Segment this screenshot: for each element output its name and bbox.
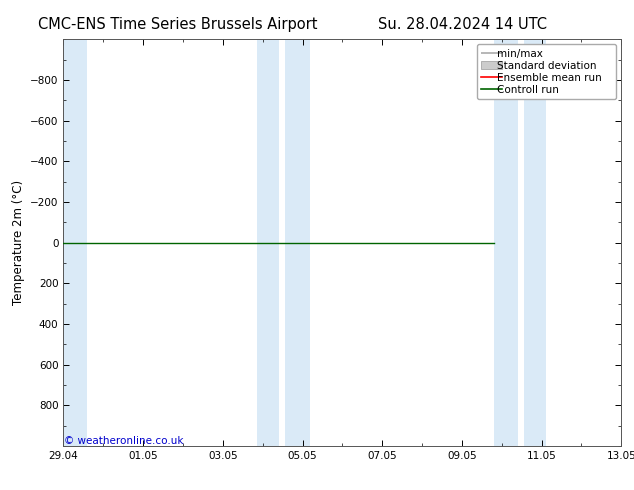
Bar (524, 39, 546, 446)
Bar (63, 39, 87, 446)
Bar (285, 39, 311, 446)
Bar (257, 39, 278, 446)
Y-axis label: Temperature 2m (°C): Temperature 2m (°C) (11, 180, 25, 305)
Text: © weatheronline.co.uk: © weatheronline.co.uk (63, 436, 183, 446)
Legend: min/max, Standard deviation, Ensemble mean run, Controll run: min/max, Standard deviation, Ensemble me… (477, 45, 616, 99)
Bar (494, 39, 518, 446)
Text: Su. 28.04.2024 14 UTC: Su. 28.04.2024 14 UTC (378, 17, 547, 32)
Text: CMC-ENS Time Series Brussels Airport: CMC-ENS Time Series Brussels Airport (38, 17, 317, 32)
